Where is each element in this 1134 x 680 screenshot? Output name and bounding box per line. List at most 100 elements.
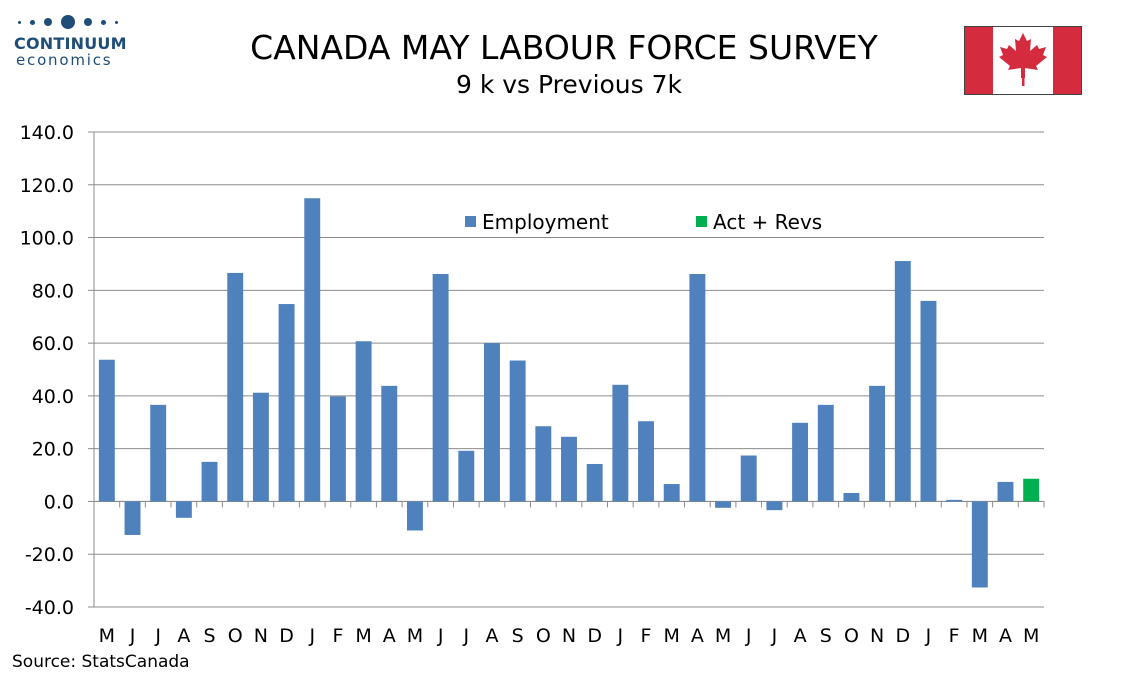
x-tick-label: A: [485, 625, 498, 647]
x-tick-label: J: [437, 625, 444, 647]
bar: [971, 501, 988, 588]
bar: [509, 360, 526, 502]
y-tick-label: 20.0: [32, 439, 74, 461]
source-note: Source: StatsCanada: [12, 652, 190, 672]
x-tick-label: O: [536, 625, 551, 647]
y-tick-label: -40.0: [25, 597, 74, 619]
x-tick-label: M: [715, 625, 731, 647]
legend-swatch: [696, 216, 707, 227]
x-tick-label: A: [177, 625, 190, 647]
chart-subtitle: 9 k vs Previous 7k: [455, 70, 683, 99]
bar: [535, 426, 552, 502]
bar: [612, 384, 629, 502]
bar: [201, 461, 218, 502]
bar: [484, 343, 500, 502]
x-tick-label: A: [383, 625, 396, 647]
x-tick-label: M: [972, 625, 988, 647]
x-tick-label: J: [462, 625, 469, 647]
canada-flag-icon: [964, 26, 1082, 95]
legend-swatch: [465, 216, 476, 227]
bar: [997, 481, 1014, 502]
x-tick-label: D: [587, 625, 602, 647]
bar: [406, 501, 423, 531]
bar: [663, 484, 680, 502]
x-tick-label: J: [129, 625, 136, 647]
x-tick-label: M: [407, 625, 423, 647]
x-tick-label: J: [925, 625, 932, 647]
bar: [946, 499, 963, 502]
y-tick-label: 0.0: [44, 491, 74, 513]
y-tick-label: 80.0: [32, 280, 74, 302]
bar: [869, 385, 886, 502]
legend-label: Act + Revs: [713, 210, 822, 234]
x-tick-label: A: [794, 625, 807, 647]
x-tick-label: J: [154, 625, 161, 647]
x-tick-label: D: [895, 625, 910, 647]
bar: [98, 359, 115, 502]
y-tick-label: 40.0: [32, 386, 74, 408]
logo-wordmark-top: CONTINUUM: [14, 34, 127, 53]
x-tick-label: N: [870, 625, 884, 647]
bar: [381, 385, 398, 502]
bar: [124, 501, 141, 535]
bar: [561, 436, 577, 502]
logo-wordmark-bottom: economics: [16, 51, 113, 69]
x-tick-label: J: [617, 625, 624, 647]
x-tick-label: J: [308, 625, 315, 647]
legend: Employment Act + Revs: [465, 210, 822, 234]
bar: [432, 273, 449, 502]
bar: [638, 421, 654, 502]
bar: [227, 272, 244, 502]
x-tick-label: N: [562, 625, 576, 647]
bar: [843, 493, 860, 502]
bar: [175, 501, 192, 518]
x-tick-label: A: [691, 625, 704, 647]
y-tick-label: -20.0: [25, 544, 74, 566]
bar: [715, 501, 732, 508]
bar: [792, 422, 809, 502]
bar: [817, 404, 834, 502]
bar: [766, 501, 783, 511]
x-tick-label: D: [279, 625, 294, 647]
bars: [98, 198, 1040, 588]
bar: [304, 198, 321, 502]
bar: [329, 396, 346, 502]
bar: [1023, 478, 1040, 502]
x-tick-label: S: [512, 625, 524, 647]
axes: [93, 132, 1045, 607]
x-tick-label: A: [999, 625, 1012, 647]
x-tick-label: N: [254, 625, 268, 647]
x-tick-label: F: [641, 625, 652, 647]
y-tick-label: 140.0: [20, 122, 74, 144]
x-tick-label: J: [771, 625, 778, 647]
bar: [252, 392, 269, 502]
logo-dots-icon: [18, 14, 134, 30]
bar: [150, 404, 167, 502]
x-tick-label: M: [663, 625, 679, 647]
y-tick-label: 60.0: [32, 333, 74, 355]
x-tick-label: S: [204, 625, 216, 647]
y-tick-labels: 140.0 120.0 100.0 80.0 60.0 40.0 20.0 0.0 -20.0 -…: [20, 122, 74, 619]
bar: [894, 261, 911, 502]
y-tick-label: 100.0: [20, 228, 74, 250]
legend-label: Employment: [482, 210, 609, 234]
bar: [740, 455, 757, 502]
x-tick-label: F: [949, 625, 960, 647]
bar: [278, 304, 295, 502]
x-tick-label: O: [228, 625, 243, 647]
x-tick-label: M: [99, 625, 115, 647]
bar: [689, 273, 706, 502]
maple-leaf-icon: [999, 33, 1047, 86]
bar: [458, 450, 475, 502]
bar: [586, 463, 603, 502]
x-tick-label: O: [844, 625, 859, 647]
chart-title: CANADA MAY LABOUR FORCE SURVEY: [250, 28, 878, 67]
x-tick-label: M: [355, 625, 371, 647]
x-tick-label: F: [332, 625, 343, 647]
bar: [920, 300, 937, 502]
x-tick-label: J: [745, 625, 752, 647]
continuum-logo: CONTINUUM economics: [14, 14, 134, 84]
x-tick-label: S: [820, 625, 832, 647]
